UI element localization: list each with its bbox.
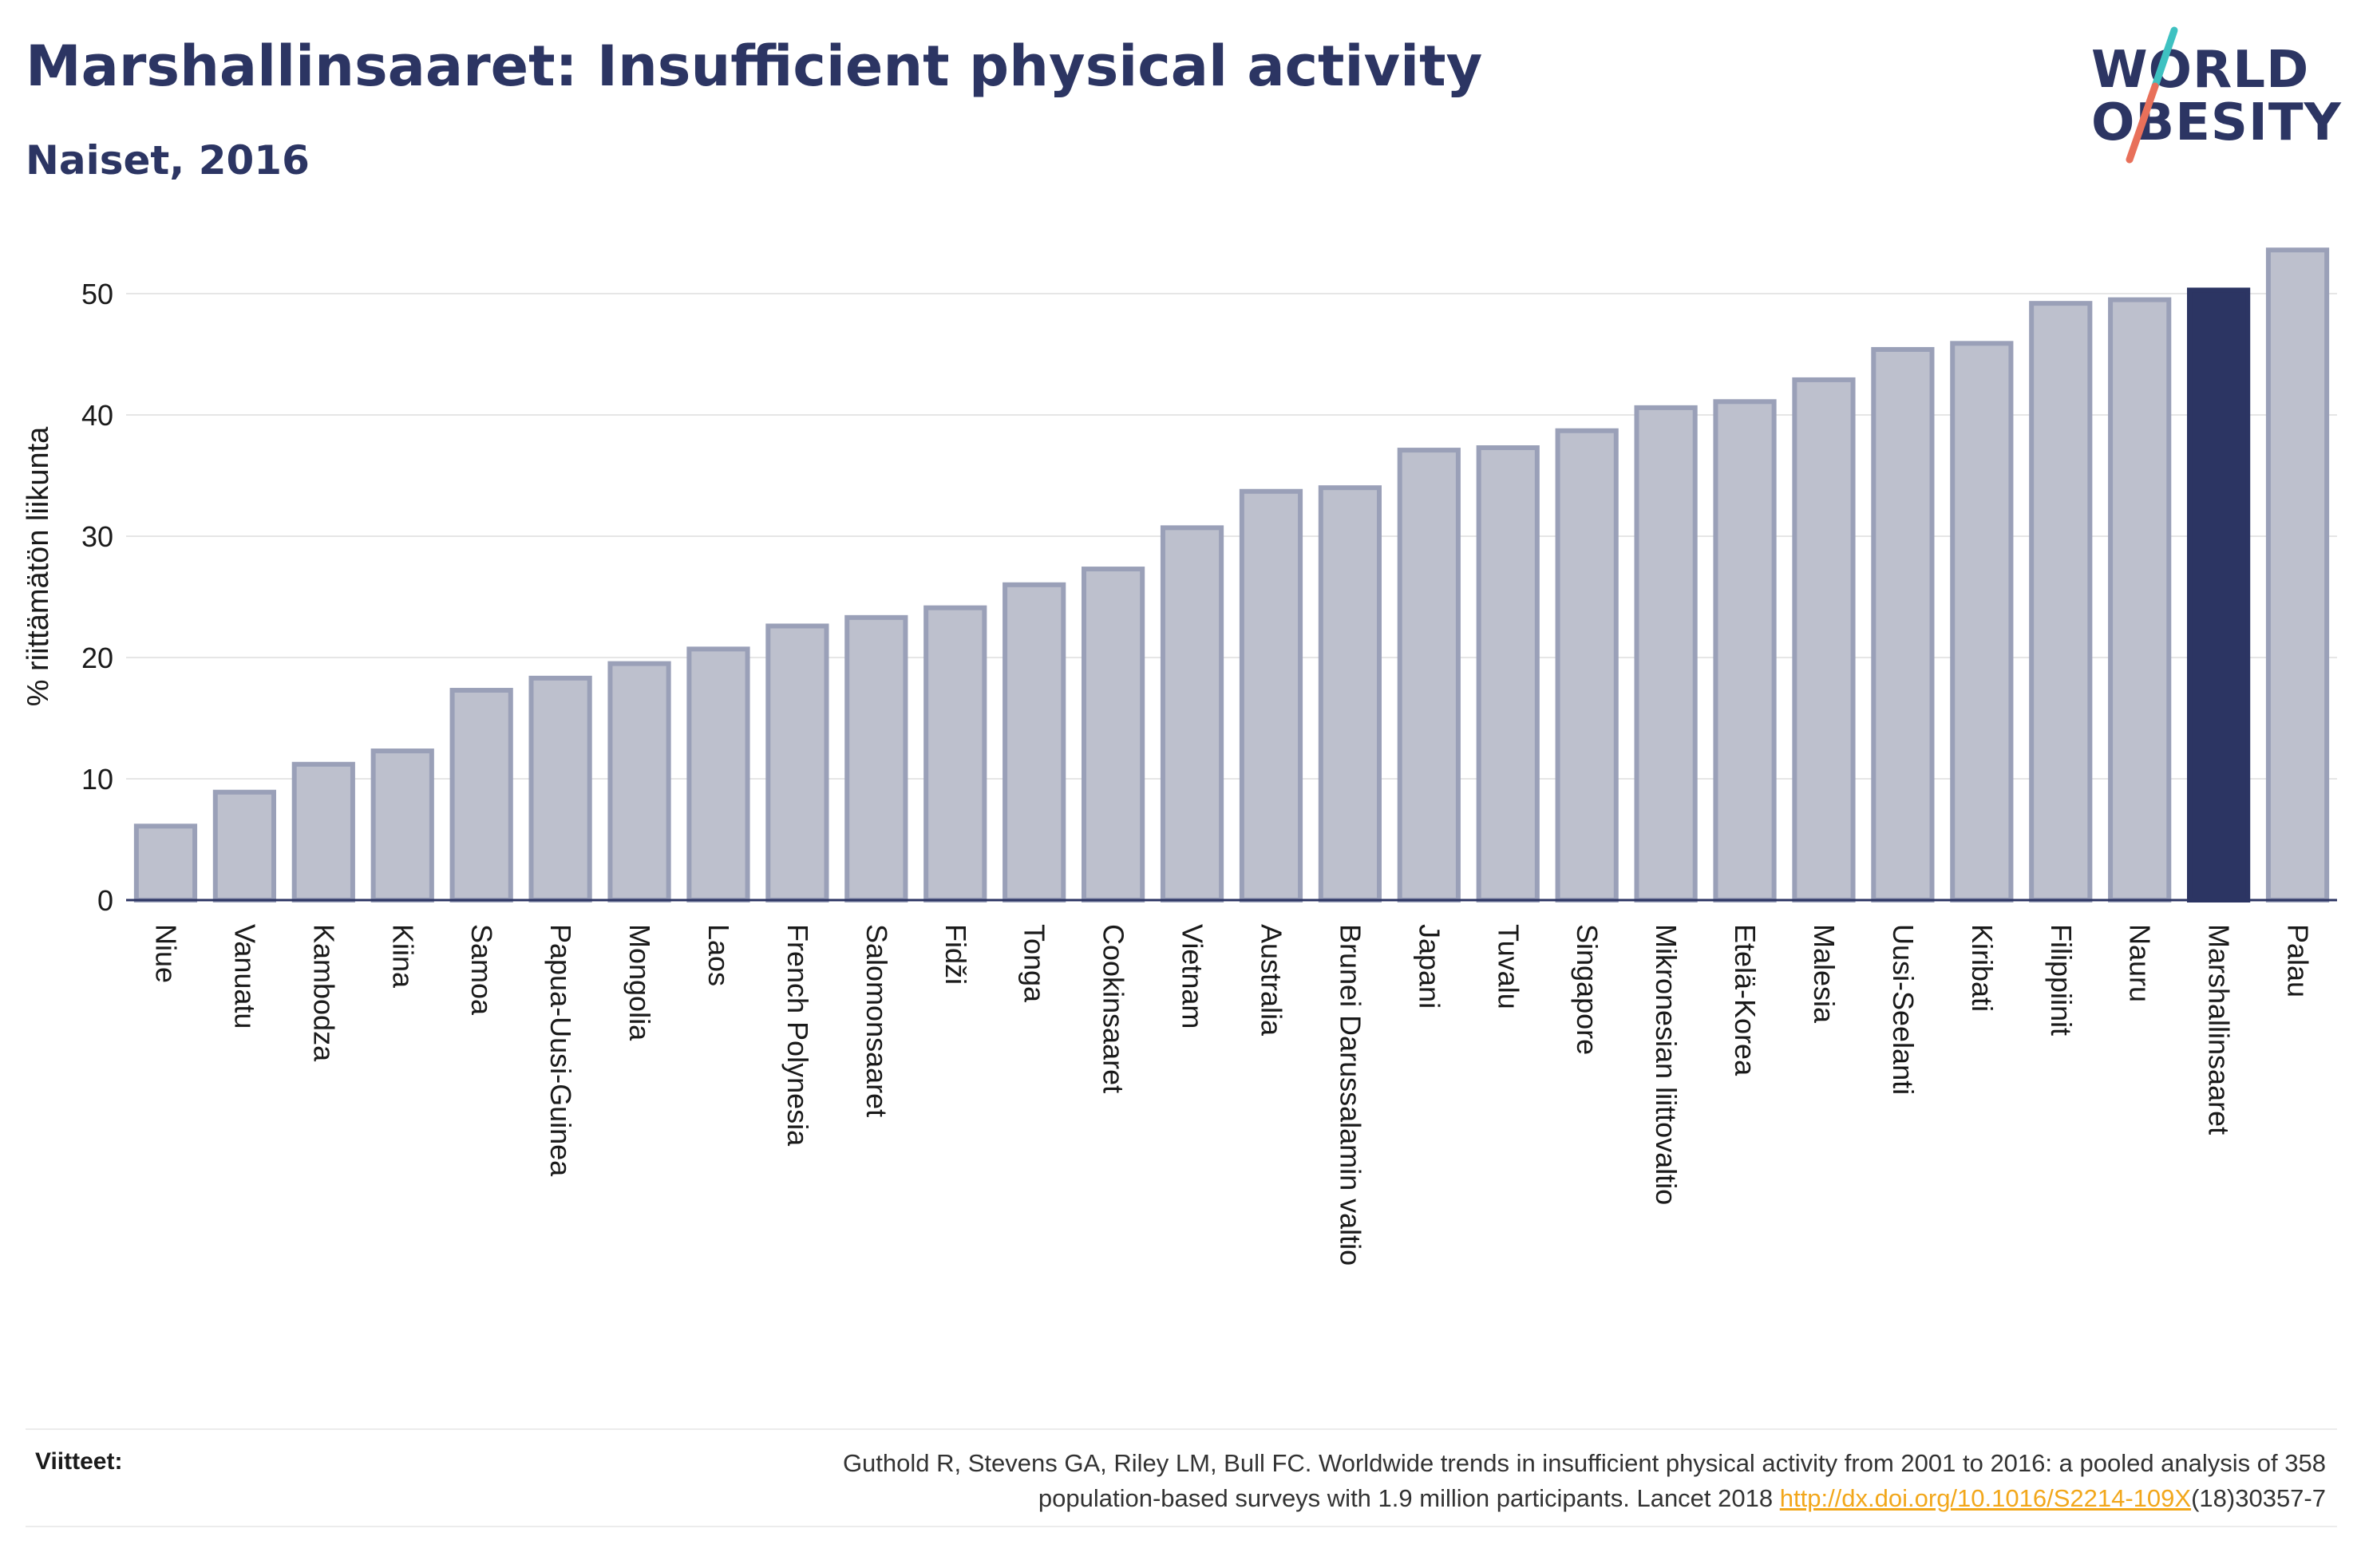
y-tick-label: 10 bbox=[81, 763, 113, 796]
bar bbox=[1318, 485, 1382, 902]
x-tick-label: Malesia bbox=[1808, 924, 1841, 1024]
x-tick-label: Mikronesian liittovaltio bbox=[1650, 924, 1683, 1205]
bar bbox=[2108, 297, 2172, 903]
x-tick-label: Vanuatu bbox=[228, 924, 261, 1029]
logo-word-world: WORLD bbox=[2091, 41, 2310, 100]
references-link[interactable]: http://dx.doi.org/10.1016/S2214-109X bbox=[1779, 1484, 2192, 1512]
references-link-suffix: (18)30357-7 bbox=[2191, 1484, 2326, 1512]
bar bbox=[2029, 301, 2093, 903]
bar bbox=[133, 823, 198, 903]
x-tick-label: Papua-Uusi-Guinea bbox=[544, 924, 577, 1177]
bar bbox=[923, 605, 987, 902]
x-tick-label: Kambodza bbox=[307, 924, 340, 1062]
bar bbox=[449, 688, 513, 902]
bar bbox=[1555, 428, 1619, 902]
y-tick-label: 0 bbox=[97, 884, 113, 917]
y-tick-label: 30 bbox=[81, 520, 113, 553]
bar bbox=[1003, 582, 1066, 902]
bar bbox=[1713, 399, 1777, 902]
bar bbox=[370, 748, 434, 902]
bar bbox=[291, 761, 355, 903]
references-divider-bottom bbox=[26, 1526, 2337, 1527]
y-tick-label: 40 bbox=[81, 399, 113, 432]
bar bbox=[528, 675, 592, 903]
y-tick-label: 20 bbox=[81, 642, 113, 674]
bar bbox=[1950, 341, 2014, 902]
x-tick-label: Kiina bbox=[386, 924, 419, 989]
x-tick-label: Niue bbox=[149, 924, 182, 983]
logo-slash-icon bbox=[2126, 26, 2178, 164]
references-divider-top bbox=[26, 1428, 2337, 1430]
bar bbox=[1634, 405, 1698, 902]
chart-title: Marshallinsaaret: Insufficient physical … bbox=[26, 34, 1483, 99]
bar bbox=[765, 623, 829, 902]
x-tick-label: Samoa bbox=[465, 924, 498, 1016]
x-tick-label: Singapore bbox=[1571, 924, 1604, 1055]
x-tick-label: Japani bbox=[1413, 924, 1445, 1009]
x-tick-label: Tuvalu bbox=[1492, 924, 1525, 1009]
x-tick-label: Vietnam bbox=[1177, 924, 1209, 1029]
bar bbox=[844, 614, 908, 903]
x-tick-labels: Niue Vanuatu Kambodza Kiina Samoa Papua-Uusi-… bbox=[149, 924, 2314, 1266]
x-tick-label: Salomonsaaret bbox=[860, 924, 893, 1117]
x-tick-label: Tonga bbox=[1018, 924, 1051, 1003]
bar-highlighted bbox=[2187, 287, 2251, 902]
x-tick-label: Marshallinsaaret bbox=[2203, 924, 2236, 1135]
bar bbox=[1082, 567, 1145, 902]
x-tick-label: Fidži bbox=[939, 924, 972, 985]
x-tick-label: French Polynesia bbox=[781, 924, 814, 1147]
bars bbox=[133, 247, 2330, 903]
x-tick-label: Nauru bbox=[2124, 924, 2157, 1002]
bar bbox=[2265, 247, 2330, 902]
bar bbox=[1160, 525, 1224, 902]
bar bbox=[1239, 488, 1303, 902]
y-axis-label: % riittämätön liikunta bbox=[22, 426, 55, 706]
references-line-2: population-based surveys with 1.9 millio… bbox=[1038, 1484, 1774, 1512]
bar-chart: 0 10 20 30 40 50 Niue Vanuatu Kambodza Kiina Samo… bbox=[22, 247, 2337, 1266]
references-line-1: Guthold R, Stevens GA, Riley LM, Bull FC… bbox=[842, 1449, 2326, 1477]
x-tick-label: Filippiinit bbox=[2045, 924, 2078, 1036]
references-text: Guthold R, Stevens GA, Riley LM, Bull FC… bbox=[490, 1446, 2326, 1516]
bar bbox=[212, 789, 276, 902]
bar bbox=[1397, 448, 1461, 902]
world-obesity-logo: WORLD OBESITY bbox=[2075, 22, 2347, 174]
bar bbox=[1476, 445, 1540, 902]
x-tick-label: Uusi-Seelanti bbox=[1887, 924, 1920, 1095]
x-tick-label: Etelä-Korea bbox=[1729, 924, 1762, 1076]
x-tick-label: Laos bbox=[702, 924, 735, 986]
y-tick-label: 50 bbox=[81, 278, 113, 310]
chart-subtitle: Naiset, 2016 bbox=[26, 137, 310, 184]
y-tick-labels: 0 10 20 30 40 50 bbox=[81, 278, 113, 917]
x-tick-label: Brunei Darussalamin valtio bbox=[1334, 924, 1366, 1266]
x-tick-label: Mongolia bbox=[623, 924, 656, 1041]
bar bbox=[1871, 346, 1935, 903]
references-label: Viitteet: bbox=[35, 1448, 123, 1475]
bar bbox=[607, 661, 671, 902]
x-tick-label: Australia bbox=[1255, 924, 1287, 1037]
bar bbox=[686, 646, 750, 902]
x-tick-label: Palau bbox=[2282, 924, 2315, 997]
x-tick-label: Cookinsaaret bbox=[1097, 924, 1130, 1093]
x-tick-label: Kiribati bbox=[1966, 924, 1999, 1012]
bar bbox=[1792, 377, 1856, 903]
